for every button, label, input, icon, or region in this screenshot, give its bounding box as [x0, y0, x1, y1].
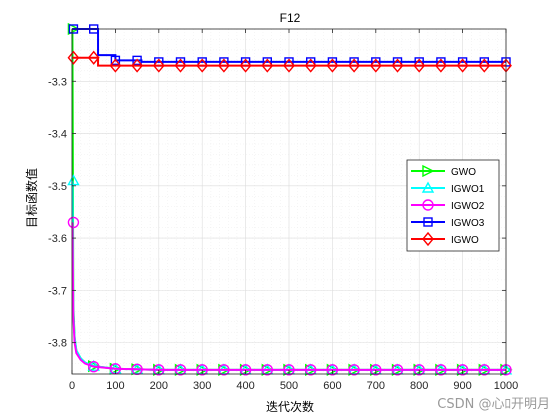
legend-label: IGWO [451, 235, 479, 246]
series-marker [326, 364, 339, 376]
x-tick-label: 300 [193, 380, 211, 392]
legend-label: IGWO2 [451, 201, 485, 212]
legend-marker [421, 181, 435, 193]
series-igwo [67, 50, 512, 73]
series-marker [196, 364, 208, 376]
series-marker [131, 58, 144, 73]
x-tick-label: 100 [106, 380, 124, 392]
series-line [71, 222, 506, 371]
x-axis-label: 迭代次数 [266, 399, 314, 414]
series-marker [153, 364, 165, 376]
watermark: CSDN @心ﾛ开明月 [437, 397, 550, 412]
series-marker [348, 58, 361, 73]
series-marker [87, 50, 100, 65]
x-tick-label: 200 [150, 380, 168, 392]
legend-entry-igwo3: IGWO3 [411, 217, 485, 229]
y-tick-label: -3.6 [48, 233, 67, 245]
series-marker [239, 58, 252, 73]
series-marker [434, 58, 447, 73]
series-marker [218, 364, 230, 376]
legend-label: GWO [451, 167, 476, 178]
x-tick-label: 0 [69, 380, 75, 392]
legend-entry-igwo2: IGWO2 [411, 199, 485, 212]
series-marker [478, 364, 490, 376]
y-tick-label: -3.5 [48, 181, 67, 193]
legend-marker [422, 199, 434, 211]
series-marker [326, 58, 339, 73]
series-marker [348, 364, 360, 376]
series-marker [152, 58, 165, 73]
x-tick-label: 800 [410, 380, 428, 392]
legend-entry-gwo: GWO [411, 164, 476, 178]
legend-marker [423, 217, 433, 227]
series-marker [217, 58, 230, 73]
series-marker [456, 58, 469, 73]
y-tick-label: -3.3 [48, 76, 67, 88]
series-marker [391, 58, 404, 73]
series-marker [391, 364, 404, 376]
y-axis-label: 目标函数值 [24, 168, 39, 228]
x-tick-label: 600 [323, 380, 341, 392]
chart-title: F12 [280, 11, 301, 25]
series-marker [283, 364, 295, 376]
legend-label: IGWO1 [451, 184, 485, 195]
series-marker [132, 55, 142, 66]
legend-marker [422, 231, 434, 247]
series-marker [67, 50, 80, 65]
series-igwo2 [67, 216, 512, 376]
x-tick-label: 700 [367, 380, 385, 392]
series-marker [110, 55, 121, 66]
x-tick-label: 400 [236, 380, 254, 392]
series-marker [174, 58, 187, 73]
axes: 0 100 200 300 400 500 600 700 800 900 1000 -3.8 -3.7… [48, 28, 518, 392]
series-marker [369, 58, 382, 73]
series-marker [174, 364, 187, 376]
legend-entry-igwo: IGWO [411, 231, 479, 247]
series-marker [435, 364, 447, 376]
series-marker [67, 22, 80, 36]
series-marker [239, 364, 252, 376]
series-marker [304, 58, 317, 73]
legend-label: IGWO3 [451, 218, 485, 229]
series-marker [370, 364, 382, 376]
series-marker [109, 58, 122, 73]
series-marker [261, 58, 274, 73]
y-tick-label: -3.7 [48, 285, 67, 297]
series-marker [478, 58, 491, 73]
x-tick-label: 500 [280, 380, 298, 392]
y-tick-label: -3.8 [48, 338, 67, 350]
series-marker [283, 58, 295, 73]
legend-entry-igwo1: IGWO1 [411, 181, 485, 195]
x-tick-label: 900 [453, 380, 471, 392]
series-marker [87, 360, 100, 373]
y-tick-label: -3.4 [48, 129, 67, 141]
legend-marker [422, 164, 435, 178]
series-marker [413, 58, 426, 73]
series-marker [261, 364, 273, 376]
series-marker [413, 364, 425, 376]
series-marker [305, 364, 317, 376]
series-marker [456, 364, 469, 376]
x-tick-label: 1000 [494, 380, 518, 392]
series-marker [67, 216, 80, 229]
series-marker [67, 174, 80, 186]
series-marker [196, 58, 209, 73]
legend: GWO IGWO1 IGWO2 IGWO3 IGWO [406, 159, 500, 252]
